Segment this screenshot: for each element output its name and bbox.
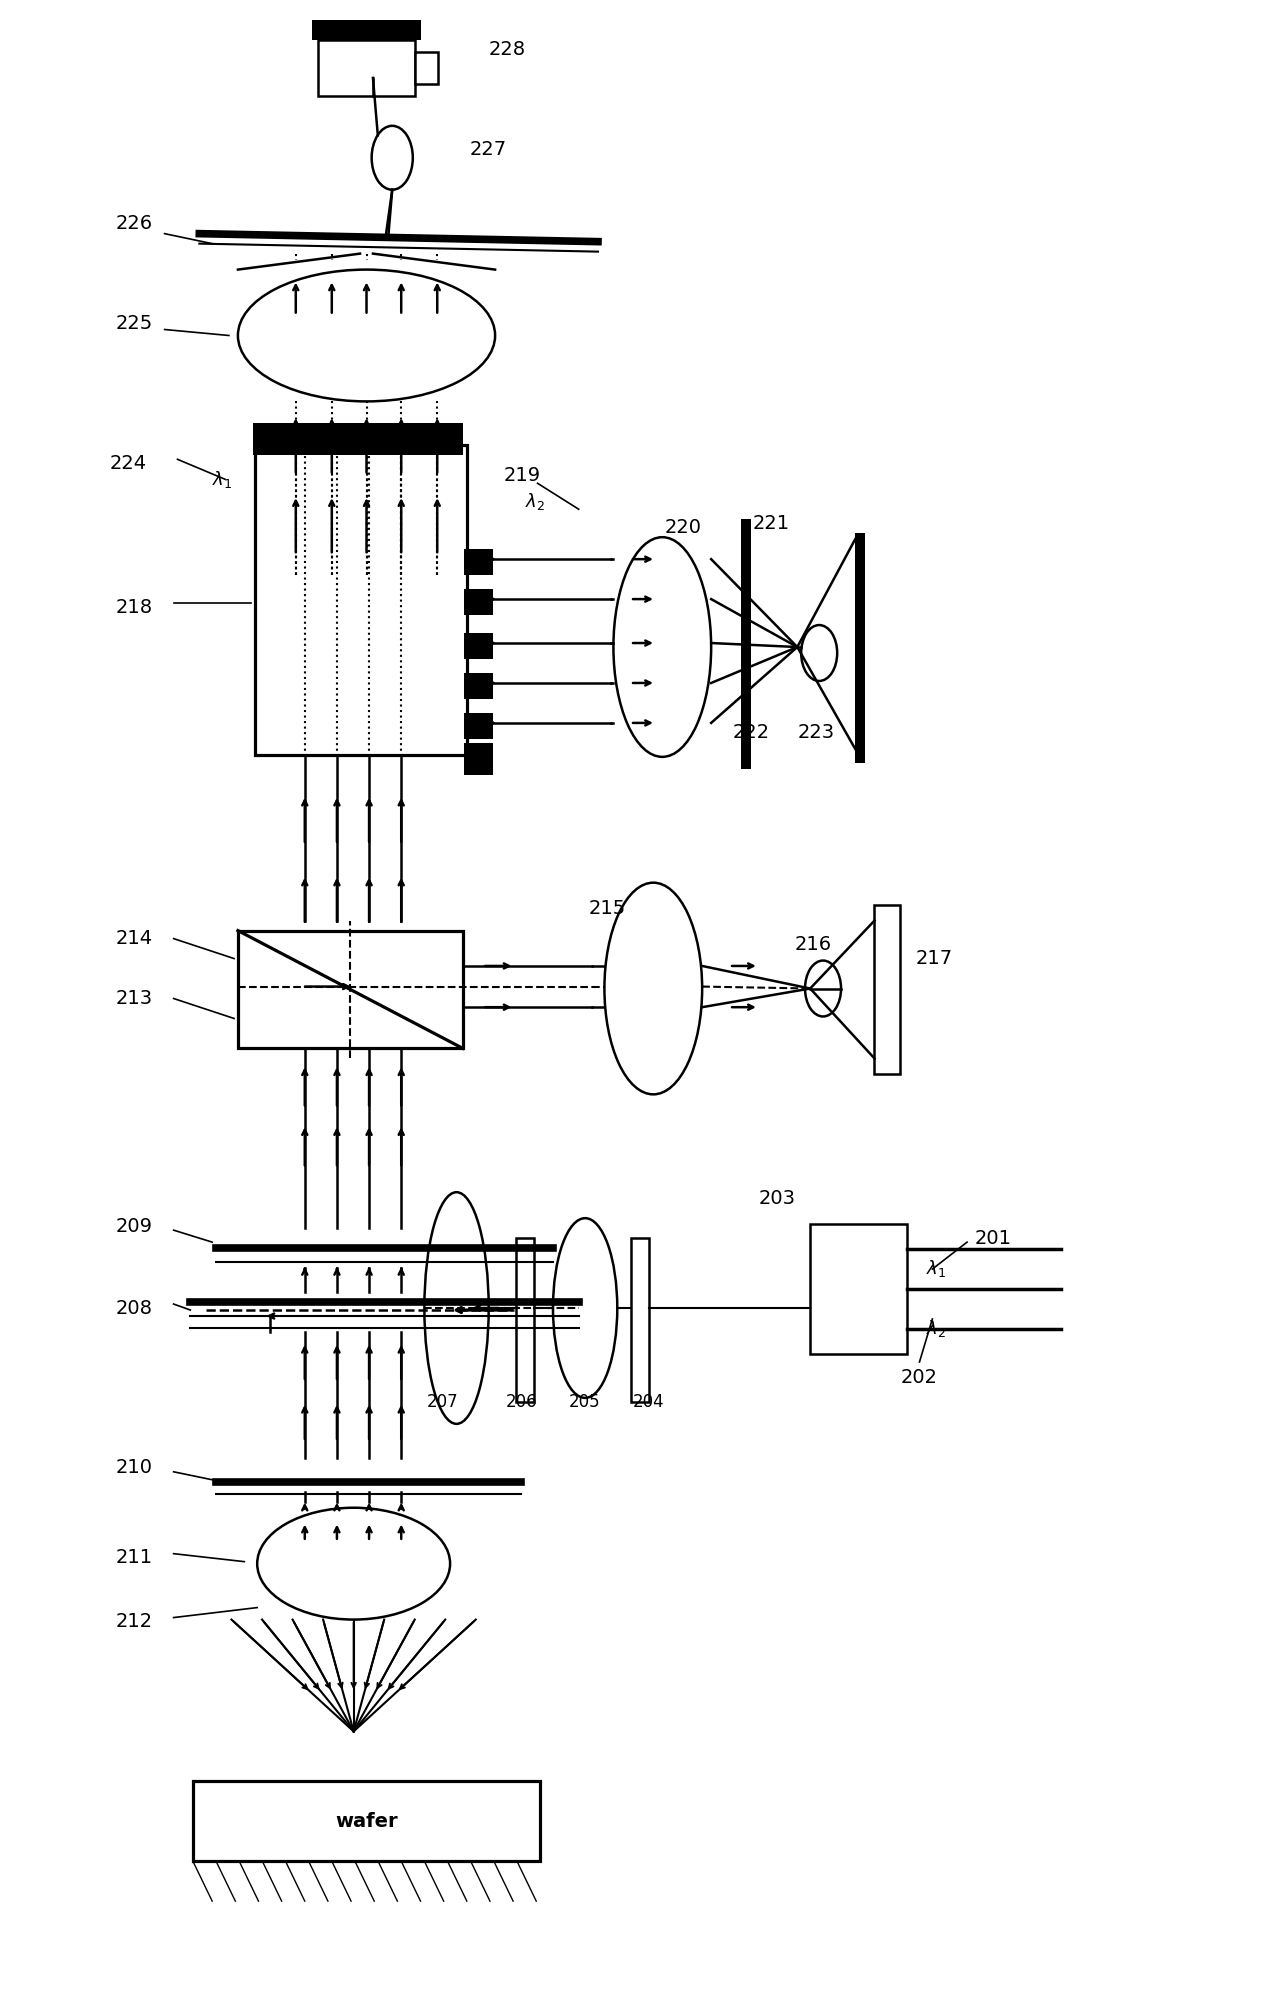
Ellipse shape [372,126,413,190]
Bar [314,423,360,455]
Text: 206: 206 [505,1392,538,1412]
Text: 224: 224 [109,453,147,473]
Text: 219: 219 [504,465,541,485]
Text: 226: 226 [116,214,153,234]
Bar [855,533,865,763]
Text: $\lambda_1$: $\lambda_1$ [212,469,233,491]
Text: 205: 205 [568,1392,601,1412]
Bar [238,931,463,1048]
Bar [414,52,437,84]
Text: 220: 220 [665,517,702,537]
Text: 221: 221 [752,513,790,533]
Ellipse shape [424,1192,489,1424]
Text: 201: 201 [975,1228,1012,1248]
Text: 213: 213 [116,989,153,1008]
Bar [193,1781,540,1861]
Bar [424,423,463,455]
Text: 210: 210 [116,1458,153,1478]
Bar [464,743,493,775]
Bar [631,1238,649,1402]
Text: 216: 216 [795,935,832,955]
Text: 209: 209 [116,1216,153,1236]
Bar [874,905,900,1074]
Bar [253,423,282,455]
Text: 212: 212 [116,1612,153,1632]
Text: 227: 227 [469,140,507,160]
Ellipse shape [613,537,711,757]
Bar [464,589,493,615]
Bar [378,423,424,455]
Ellipse shape [604,883,702,1094]
Text: 214: 214 [116,929,153,949]
Text: 203: 203 [759,1188,796,1208]
Bar [464,549,493,575]
Text: $\lambda_2$: $\lambda_2$ [525,491,545,513]
Bar [464,673,493,699]
Bar [282,423,328,455]
Bar [346,423,392,455]
Bar [741,519,751,769]
Text: $\lambda_1$: $\lambda_1$ [926,1258,946,1280]
Text: 225: 225 [116,314,153,333]
Bar [255,445,467,755]
Text: 202: 202 [900,1368,937,1388]
Text: 208: 208 [116,1298,153,1318]
Ellipse shape [553,1218,617,1398]
Text: $\lambda_2$: $\lambda_2$ [926,1318,946,1340]
Bar [318,40,414,96]
Ellipse shape [238,270,495,401]
Bar [464,713,493,739]
Text: 204: 204 [633,1392,665,1412]
Text: 228: 228 [489,40,526,60]
Text: 222: 222 [733,723,770,743]
Ellipse shape [801,625,837,681]
Text: 215: 215 [589,899,626,919]
Text: 207: 207 [427,1392,459,1412]
Text: 218: 218 [116,597,153,617]
Bar [810,1224,907,1354]
Ellipse shape [257,1508,450,1620]
Bar [464,633,493,659]
Bar [311,20,421,40]
Text: 217: 217 [916,949,953,969]
Text: 223: 223 [797,723,835,743]
Ellipse shape [805,961,841,1016]
Bar [516,1238,534,1402]
Text: 211: 211 [116,1548,153,1568]
Text: wafer: wafer [336,1811,397,1831]
